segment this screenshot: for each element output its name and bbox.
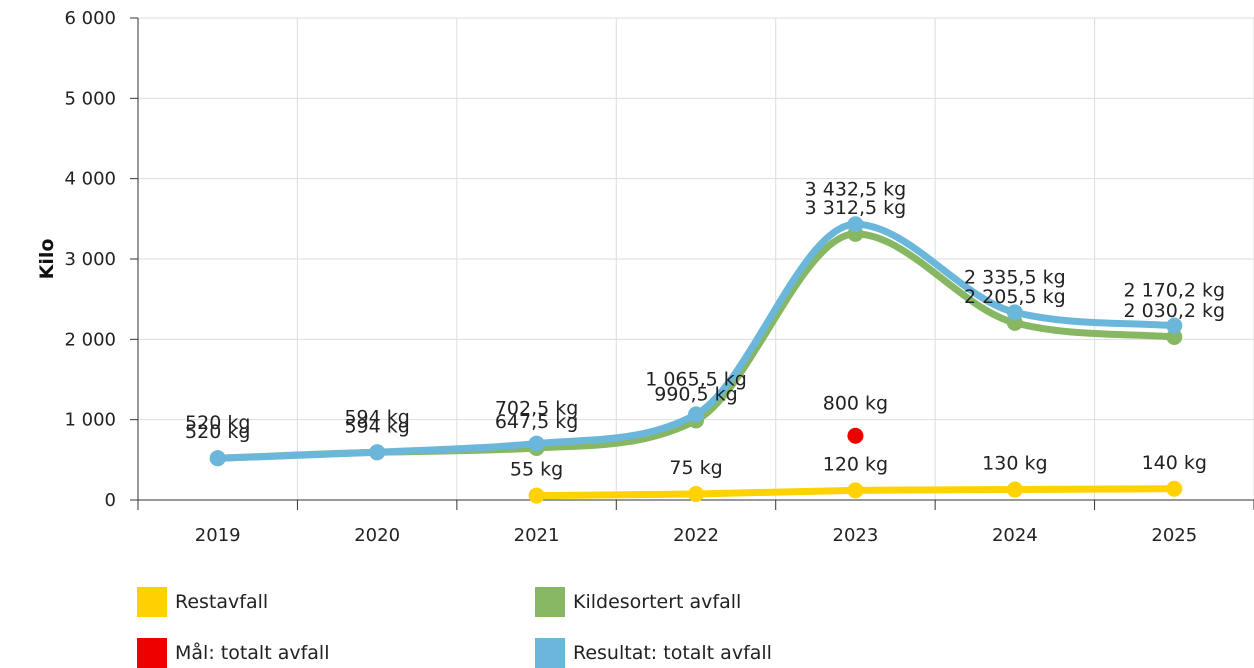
data-label: 800 kg xyxy=(823,393,888,415)
y-axis-title: Kilo xyxy=(36,239,58,280)
legend-item-restavfall[interactable]: Restavfall xyxy=(137,587,268,617)
data-point[interactable] xyxy=(369,444,386,461)
y-tick-label: 1 000 xyxy=(64,410,116,431)
data-point[interactable] xyxy=(528,487,545,504)
legend-item-kildesortert[interactable]: Kildesortert avfall xyxy=(535,587,741,617)
data-point[interactable] xyxy=(847,482,864,499)
legend-label: Resultat: totalt avfall xyxy=(573,642,772,664)
axes: 0 1 000 2 000 3 000 4 000 5 000 6 000 2019 2020 2… xyxy=(64,8,1254,546)
y-tick-label: 3 000 xyxy=(64,249,116,270)
legend-swatch xyxy=(137,638,167,668)
series xyxy=(209,216,1183,504)
data-point[interactable] xyxy=(688,406,704,423)
data-label: 594 kg xyxy=(344,406,409,428)
data-label: 130 kg xyxy=(982,453,1047,475)
data-label: 55 kg xyxy=(510,459,563,481)
y-tick-label: 0 xyxy=(105,490,116,511)
data-label: 2 170,2 kg xyxy=(1123,280,1225,302)
data-label: 2 335,5 kg xyxy=(964,266,1066,288)
y-tick-label: 4 000 xyxy=(64,169,116,190)
data-point[interactable] xyxy=(847,427,864,444)
legend-swatch xyxy=(137,587,167,617)
data-label: 594 kg xyxy=(344,415,409,437)
legend-label: Kildesortert avfall xyxy=(573,591,742,613)
data-label: 3 312,5 kg xyxy=(805,197,907,219)
data-point[interactable] xyxy=(688,485,704,502)
data-point[interactable] xyxy=(1166,328,1183,345)
x-tick-label: 2019 xyxy=(195,525,241,546)
data-label: 2 030,2 kg xyxy=(1123,300,1225,322)
data-label: 647,5 kg xyxy=(495,411,579,433)
legend-swatch xyxy=(535,638,565,668)
x-tick-label: 2022 xyxy=(673,525,719,546)
x-tick-label: 2023 xyxy=(833,525,879,546)
data-label: 3 432,5 kg xyxy=(805,178,907,200)
data-point[interactable] xyxy=(1006,304,1023,321)
data-label: 520 kg xyxy=(185,412,250,434)
legend-label: Restavfall xyxy=(175,591,269,613)
data-label: 1 065,5 kg xyxy=(645,368,747,390)
legend-item-resultat[interactable]: Resultat: totalt avfall xyxy=(535,638,772,668)
data-label: 75 kg xyxy=(669,457,722,479)
data-point[interactable] xyxy=(1166,317,1183,334)
x-tick-label: 2024 xyxy=(992,525,1038,546)
data-point[interactable] xyxy=(209,450,226,467)
x-tick-label: 2021 xyxy=(514,525,560,546)
data-label: 702,5 kg xyxy=(495,398,579,420)
legend-item-mal[interactable]: Mål: totalt avfall xyxy=(137,638,329,668)
data-labels: 55 kg 75 kg 120 kg 130 kg 140 kg 520 kg 594 kg… xyxy=(185,178,1225,480)
x-tick-label: 2020 xyxy=(354,525,400,546)
legend-swatch xyxy=(535,587,565,617)
y-tick-label: 2 000 xyxy=(64,329,116,350)
data-point[interactable] xyxy=(1006,481,1023,498)
data-label: 520 kg xyxy=(185,421,250,443)
x-tick-label: 2025 xyxy=(1151,525,1197,546)
legend-label: Mål: totalt avfall xyxy=(175,642,330,664)
data-label: 2 205,5 kg xyxy=(964,286,1066,308)
data-point[interactable] xyxy=(1166,480,1183,497)
data-label: 140 kg xyxy=(1142,452,1207,474)
data-label: 990,5 kg xyxy=(654,383,738,405)
data-point[interactable] xyxy=(528,435,545,452)
data-label: 120 kg xyxy=(823,453,888,475)
data-point[interactable] xyxy=(847,216,864,233)
y-tick-label: 6 000 xyxy=(64,8,116,29)
grid xyxy=(138,17,1254,500)
y-tick-label: 5 000 xyxy=(64,88,116,109)
